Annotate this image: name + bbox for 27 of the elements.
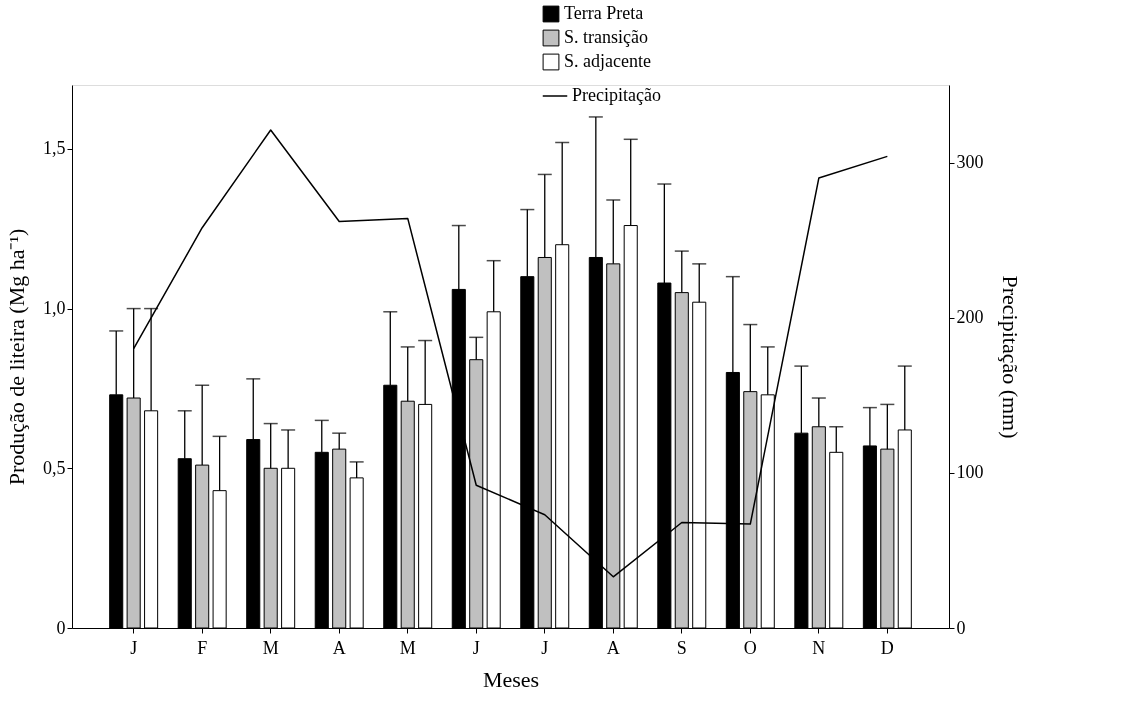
x-tick-label: S	[676, 637, 687, 658]
x-tick-label: J	[541, 637, 549, 658]
y2-axis-title: Precipitação (mm)	[997, 275, 1023, 439]
legend-label: S. transição	[564, 27, 648, 47]
x-tick-label: M	[262, 637, 279, 658]
x-tick-label: J	[130, 637, 138, 658]
x-tick-label: M	[399, 637, 416, 658]
legend-label: Precipitação	[572, 85, 661, 105]
y-tick-label: 1,0	[43, 298, 66, 319]
y2-tick-label: 0	[956, 617, 966, 638]
x-tick-label: O	[743, 637, 757, 658]
x-tick-label: A	[332, 637, 346, 658]
legend-label: Terra Preta	[564, 3, 644, 23]
x-tick-label: J	[472, 637, 480, 658]
y-tick-label: 0	[56, 617, 66, 638]
y2-tick-label: 200	[956, 307, 984, 328]
legend-label: S. adjacente	[564, 51, 651, 71]
x-tick-label: D	[880, 637, 894, 658]
x-tick-label: F	[197, 637, 208, 658]
y-axis-title: Produção de liteira (Mg ha⁻¹)	[4, 228, 29, 486]
y2-tick-label: 300	[956, 152, 984, 173]
y-tick-label: 1,5	[43, 138, 66, 159]
x-axis-title: Meses	[482, 666, 540, 692]
x-tick-label: N	[812, 637, 826, 658]
y2-tick-label: 100	[956, 462, 984, 483]
x-tick-label: A	[606, 637, 620, 658]
y-tick-label: 0,5	[43, 457, 66, 478]
